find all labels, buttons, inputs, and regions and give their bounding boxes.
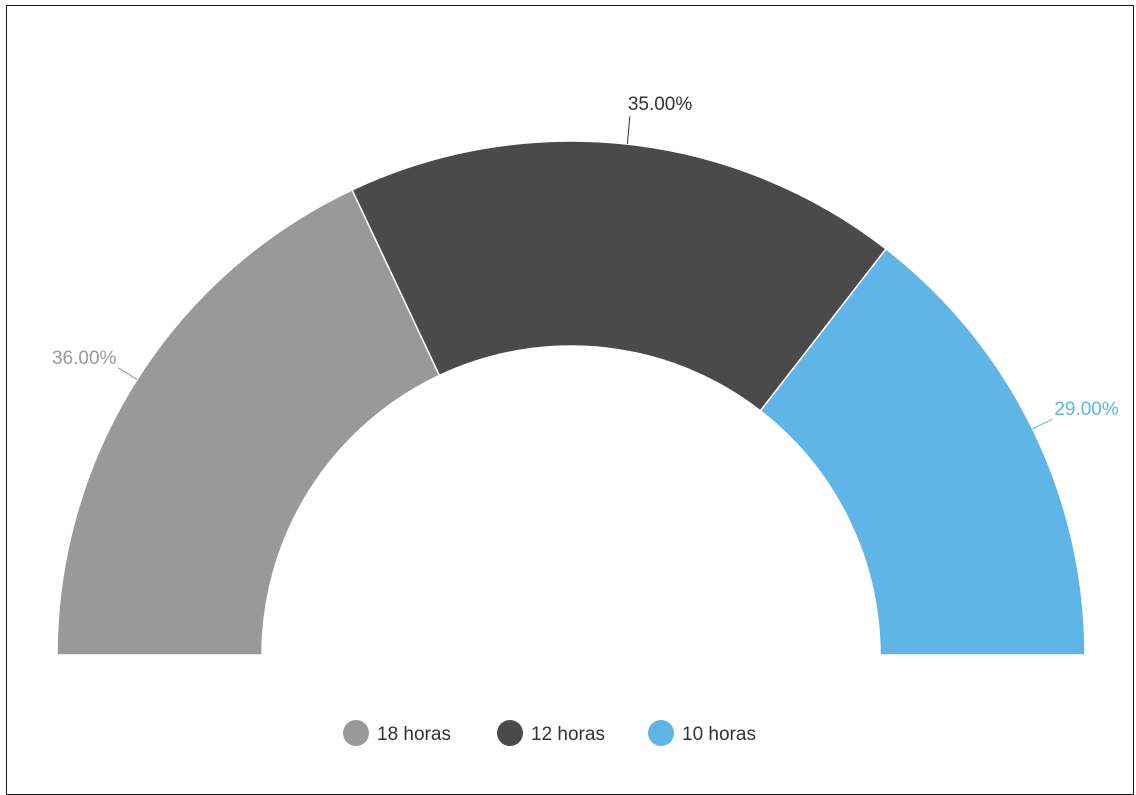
label-connector <box>626 116 631 145</box>
slice-18-horas[interactable] <box>56 188 441 656</box>
legend-swatch <box>343 720 369 746</box>
chart-data-labels: 36.00% 35.00% 29.00% <box>52 94 1119 430</box>
label-connector <box>1032 418 1053 430</box>
slice-12-horas[interactable] <box>351 140 888 412</box>
legend-item-10-horas[interactable]: 10 horas <box>648 720 756 746</box>
chart-legend: 18 horas 12 horas 10 horas <box>343 720 756 746</box>
legend-label: 12 horas <box>531 724 605 745</box>
data-label-10-horas: 29.00% <box>1054 399 1119 420</box>
legend-label: 18 horas <box>377 724 451 745</box>
slice-10-horas[interactable] <box>759 247 1086 656</box>
legend-swatch <box>648 720 674 746</box>
label-connector <box>118 367 138 381</box>
legend-swatch <box>497 720 523 746</box>
legend-item-18-horas[interactable]: 18 horas <box>343 720 451 746</box>
data-label-18-horas: 36.00% <box>52 348 117 369</box>
legend-label: 10 horas <box>682 724 756 745</box>
data-label-12-horas: 35.00% <box>628 94 693 115</box>
chart-slices <box>56 140 1086 656</box>
legend-item-12-horas[interactable]: 12 horas <box>497 720 605 746</box>
